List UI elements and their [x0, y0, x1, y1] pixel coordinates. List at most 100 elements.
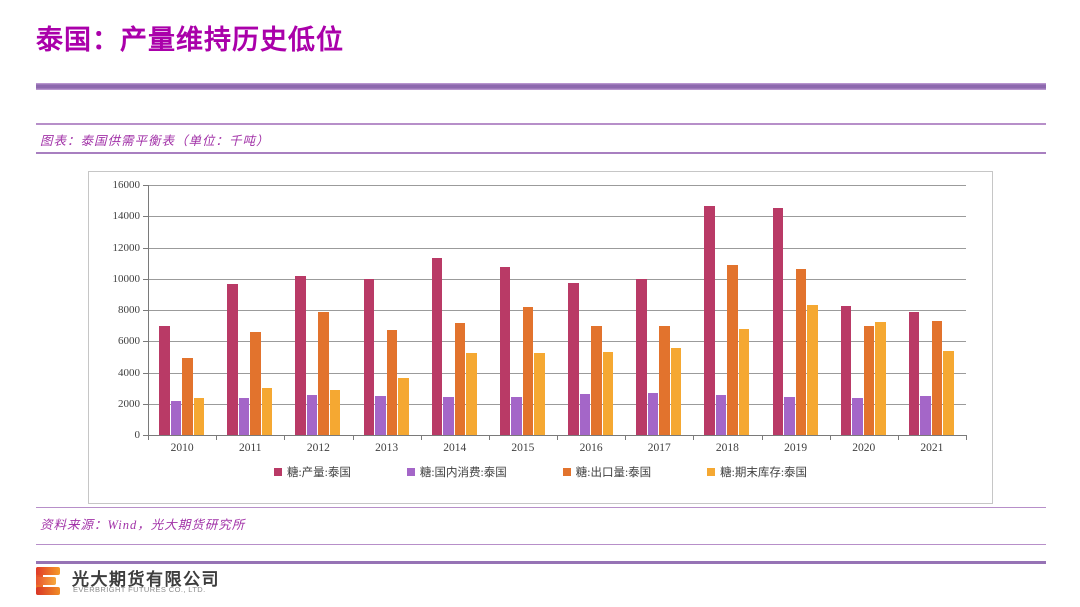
bar: [579, 393, 591, 435]
x-axis-label: 2019: [784, 442, 808, 454]
bar: [568, 283, 579, 435]
x-axis-line: [148, 435, 967, 436]
x-axis-label: 2011: [238, 442, 262, 454]
legend-item: 糖:国内消费:泰国: [406, 464, 507, 480]
legend-label: 糖:产量:泰国: [286, 467, 351, 479]
legend-swatch-icon: [562, 468, 571, 476]
x-axis-tick: [829, 436, 831, 440]
legend-swatch-icon: [273, 468, 282, 476]
y-axis-label: 14000: [112, 210, 141, 223]
x-axis-tick: [148, 436, 149, 440]
y-axis-tick: [143, 247, 148, 249]
x-axis-tick: [352, 436, 354, 440]
x-axis-label: 2020: [852, 442, 876, 454]
bar: [431, 258, 443, 435]
bar: [511, 396, 522, 435]
x-axis-label: 2010: [170, 442, 194, 454]
bar: [318, 311, 329, 435]
y-axis-tick: [143, 185, 148, 186]
y-axis-line: [148, 185, 149, 435]
bar: [908, 312, 920, 435]
bar-chart: 0 2000 4000 6000 8000 10000 12000 14000 16000 201…: [88, 171, 993, 504]
logo-shape: [36, 567, 60, 575]
gridline: [148, 216, 966, 218]
bar: [295, 275, 306, 435]
company-name-en: EVERBRIGHT FUTURES CO., LTD.: [73, 585, 206, 594]
chart-caption: 图表：泰国供需平衡表（单位：千吨）: [40, 134, 270, 148]
x-axis-tick: [625, 436, 627, 440]
x-axis-tick: [897, 436, 899, 440]
bar: [636, 278, 647, 435]
bar: [398, 377, 409, 435]
bar: [386, 330, 398, 435]
bar: [784, 396, 795, 435]
bar: [943, 351, 954, 435]
x-axis-tick: [216, 436, 218, 440]
gridline: [148, 310, 966, 311]
bar: [875, 321, 886, 435]
bar: [466, 352, 477, 435]
bar: [193, 398, 205, 435]
divider-above-source: [36, 507, 1046, 508]
bar: [499, 267, 511, 435]
bar: [727, 265, 738, 435]
legend-item: 糖:出口量:泰国: [562, 464, 652, 480]
bar: [591, 325, 602, 435]
y-axis-label: 10000: [112, 272, 141, 285]
y-axis-label: 6000: [118, 335, 140, 348]
bar: [863, 325, 875, 435]
x-axis-tick: [557, 436, 558, 440]
bar: [261, 388, 273, 435]
bar: [329, 390, 341, 435]
company-name-cn: 光大期货有限公司: [72, 570, 220, 589]
chart-legend: 糖:产量:泰国 糖:国内消费:泰国 糖:出口量:泰国 糖:期末库存:泰国: [89, 464, 992, 480]
x-axis-label: 2017: [647, 442, 671, 454]
bar: [534, 352, 545, 435]
y-axis-label: 12000: [112, 241, 141, 254]
legend-swatch-icon: [707, 468, 716, 476]
bar: [170, 400, 182, 435]
title-accent-bar: [36, 83, 1046, 90]
bar: [227, 284, 238, 435]
data-source-note: 资料来源：Wind，光大期货研究所: [40, 518, 246, 532]
gridline: [148, 403, 966, 405]
bar: [807, 305, 818, 435]
legend-swatch-icon: [406, 468, 415, 476]
bar: [852, 397, 863, 435]
bar: [704, 206, 715, 435]
y-axis-tick: [143, 278, 148, 280]
everbright-logo-icon: [36, 567, 62, 597]
x-axis-tick: [284, 436, 286, 440]
bar: [738, 328, 750, 435]
page-title: 泰国：产量维持历史低位: [36, 25, 344, 55]
divider-below-source: [36, 544, 1046, 545]
x-axis-label: 2018: [715, 442, 739, 454]
y-axis-label: 0: [134, 429, 141, 441]
bar: [772, 208, 784, 435]
y-axis-tick: [143, 403, 148, 405]
x-axis-tick: [488, 436, 490, 440]
logo-shape: [36, 577, 56, 585]
bar: [715, 395, 727, 435]
y-axis-tick: [143, 216, 148, 218]
y-axis-tick: [143, 372, 148, 374]
x-axis-label: 2014: [443, 442, 467, 454]
gridline: [148, 185, 966, 186]
bar: [363, 278, 375, 435]
x-axis-tick: [966, 436, 967, 440]
legend-item: 糖:产量:泰国: [273, 464, 351, 480]
bar: [159, 326, 170, 435]
bar: [795, 269, 807, 435]
bar: [182, 357, 193, 435]
legend-label: 糖:国内消费:泰国: [419, 467, 507, 479]
bar: [659, 325, 670, 435]
bar: [522, 306, 534, 435]
y-axis-label: 4000: [118, 366, 140, 379]
y-axis-label: 16000: [112, 179, 141, 191]
legend-label: 糖:出口量:泰国: [575, 467, 652, 479]
y-axis-tick: [143, 435, 148, 436]
divider-below-caption: [36, 152, 1046, 154]
logo-shape: [36, 587, 60, 595]
y-axis-tick: [143, 310, 148, 311]
x-axis-tick: [420, 436, 422, 440]
